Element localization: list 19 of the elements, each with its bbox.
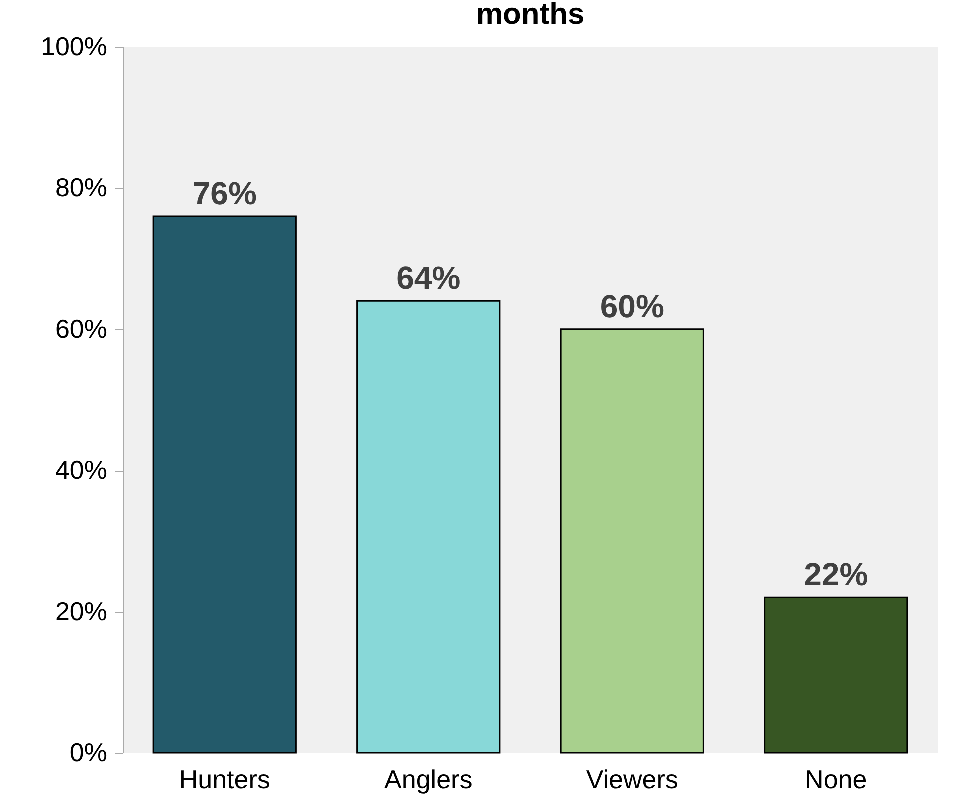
x-tick-label: Anglers xyxy=(384,764,473,794)
y-tick-label: 100% xyxy=(41,32,108,62)
x-tick-label: Viewers xyxy=(586,764,678,794)
bar xyxy=(152,216,297,754)
bar xyxy=(764,596,908,754)
data-label: 60% xyxy=(600,288,664,324)
y-tick-label: 0% xyxy=(70,738,108,768)
y-tick-label: 20% xyxy=(55,596,108,626)
x-tick-label: Hunters xyxy=(179,764,270,794)
data-label: 76% xyxy=(192,175,257,212)
chart-title: months xyxy=(476,0,585,31)
data-label: 64% xyxy=(396,260,461,296)
x-tick-label: None xyxy=(805,764,868,794)
y-tick-label: 40% xyxy=(55,455,108,486)
y-tick-label: 80% xyxy=(55,172,108,203)
bar xyxy=(560,328,704,754)
data-label: 22% xyxy=(804,556,868,593)
bar xyxy=(356,300,501,754)
y-tick-label: 60% xyxy=(55,314,108,344)
